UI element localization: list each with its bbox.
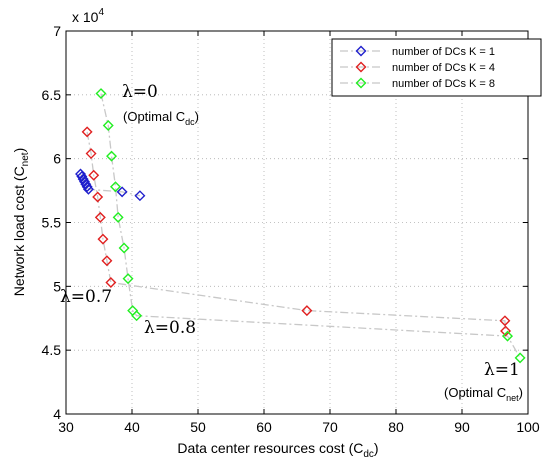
data-point-marker [78,176,90,188]
data-point-marker [88,169,100,181]
data-point-marker [301,305,313,317]
data-point-marker [75,168,87,180]
legend: number of DCs K = 1 number of DCs K = 4 nu… [331,38,542,97]
y-tick-label: 4.5 [42,342,62,358]
legend-label: number of DCs K = 1 [392,46,495,58]
data-point-marker [102,119,114,131]
data-point-marker [101,255,113,267]
x-tick-label: 60 [256,419,272,435]
data-point-marker [118,242,130,254]
data-point-marker [116,186,128,198]
legend-marker [355,77,367,89]
y-tick-label: 5 [53,278,61,294]
annotation-lambda-0-8: λ=0.8 [144,318,196,338]
series-connector-line [100,93,521,359]
annotations: λ=0 (Optimal Cdc) λ=0.7 λ=0.8 λ=1 (Optim… [60,82,523,403]
x-tick-label: 40 [124,419,140,435]
x-tick-label: 70 [322,419,338,435]
data-point-marker [502,330,514,342]
series-connector-line [86,131,507,332]
y-tick-label: 6 [53,151,61,167]
x-axis-label: Data center resources cost (Cdc) [177,440,378,460]
x-tick-label: 100 [516,419,540,435]
legend-label: number of DCs K = 4 [392,62,495,74]
annotation-lambda-1: λ=1 [484,360,520,380]
legend-box [331,38,542,97]
data-point-marker [106,150,118,162]
annotation-lambda-0-7: λ=0.7 [60,287,112,307]
data-point-marker [82,183,94,195]
ticks [65,30,529,415]
x-tick-label: 30 [58,419,74,435]
data-point-marker [85,148,97,160]
data-point-marker [92,191,104,203]
annotation-optimal-cnet: (Optimal Cnet) [444,385,523,403]
data-point-marker [81,126,93,138]
y-tick-label: 5.5 [42,215,62,231]
annotation-lambda-0: λ=0 [122,82,158,102]
legend-label: number of DCs K = 8 [392,78,495,90]
data-point-marker [97,233,109,245]
data-point-marker [112,211,124,223]
data-point-marker [95,88,107,100]
data-point-marker [134,190,146,202]
y-tick-label: 7 [53,23,61,39]
x-tick-label: 80 [388,419,404,435]
data-point-marker [81,181,93,193]
annotation-optimal-cdc: (Optimal Cdc) [123,109,199,127]
data-point-marker [122,273,134,285]
y-tick-label: 4 [53,406,61,422]
data-point-marker [110,181,121,193]
data-point-marker [131,310,143,322]
legend-marker [355,61,367,73]
data-point-marker [94,211,106,223]
legend-marker [355,45,367,57]
data-point-marker [514,352,526,364]
y-tick-label: 6.5 [42,87,62,103]
x-tick-label: 50 [190,419,206,435]
data-point-marker [105,277,117,288]
data-point-marker [80,178,92,190]
x-tick-label: 90 [454,419,470,435]
y-axis-label: Network load cost (Cnet) [11,148,31,297]
data-marks [75,88,526,364]
data-point-marker [77,173,89,185]
data-point-marker [500,325,512,337]
tick-labels: 30 40 50 60 70 80 90 100 4 4.5 5 5.5 6 6.5 7 [42,23,540,435]
y-scale-label: x 104 [72,7,104,25]
data-point-marker [76,171,88,183]
data-point-marker [499,315,511,327]
